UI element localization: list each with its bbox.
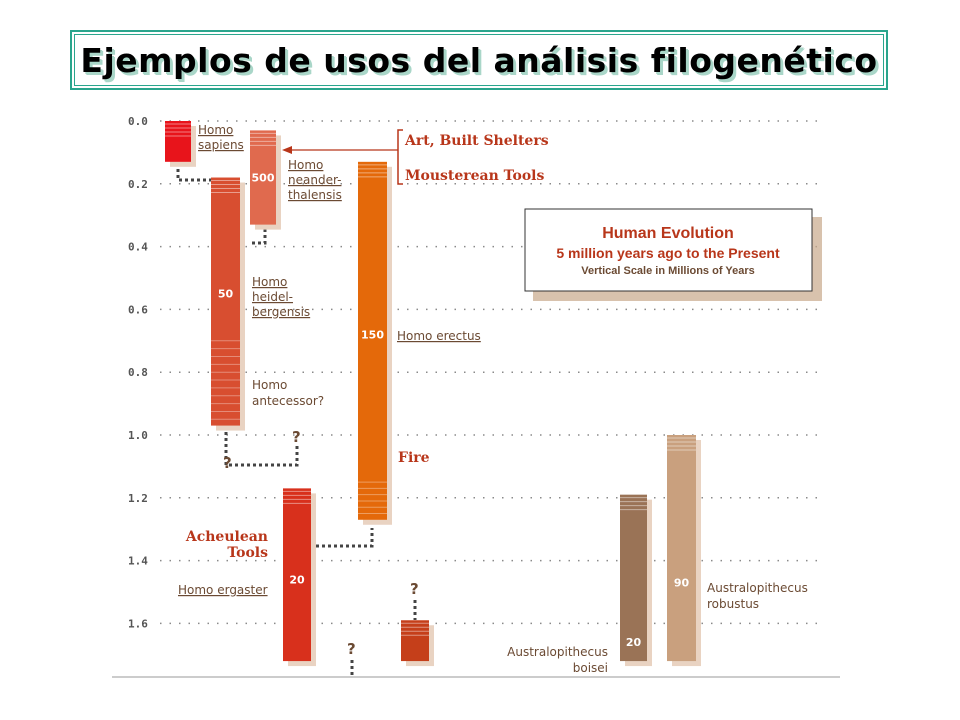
y-tick-label: 0.8 [128,366,148,379]
bar-body [401,620,429,662]
label-antecessor-2: antecessor? [252,394,324,408]
y-tick-label: 0.2 [128,178,148,191]
label-neander-2: neander- [288,173,341,187]
bar-body [165,121,191,162]
species-labels: Homo sapiens Homo neander- thalensis Hom… [178,123,808,675]
y-tick-label: 1.0 [128,429,148,442]
label-heidel-2: heidel- [252,290,293,304]
bar-body [250,130,276,225]
label-erectus: Homo erectus [397,329,481,343]
bar-count-label: 20 [289,573,305,586]
bar-count-label: 500 [252,172,275,185]
lineage-connector [176,163,211,182]
species-bars: 500 50 150 20 20 90 [165,121,701,667]
event-fire: Fire [398,450,430,466]
question-mark: ? [292,428,301,446]
bar-body [358,161,387,520]
y-tick-label: 1.4 [128,555,148,568]
y-tick-label: 0.0 [128,115,148,128]
lineage-connectors [176,163,417,677]
question-mark: ? [410,580,419,598]
question-mark: ? [223,454,232,472]
bar-body [667,435,696,662]
bar-body [283,488,311,662]
label-sapiens-2: sapiens [198,138,244,152]
species-bar: 20 [620,494,652,667]
species-bar [165,121,196,167]
unknown-marks: ? ? ? ? [223,428,419,658]
label-heidel-3: bergensis [252,305,310,319]
label-heidel-1: Homo [252,275,287,289]
species-bar: 150 [358,161,392,525]
y-tick-label: 0.6 [128,303,148,316]
art-bracket [397,129,403,185]
bar-body [620,494,647,662]
legend-subtitle: 5 million years ago to the Present [556,245,780,261]
page-title: Ejemplos de usos del análisis filogenéti… [80,40,878,80]
legend-box: Human Evolution 5 million years ago to t… [524,208,822,301]
event-art: Art, Built Shelters [404,133,549,149]
label-boisei-2: boisei [573,661,608,675]
event-acheulean-2: Tools [227,545,268,561]
lineage-connector [224,432,299,467]
species-bar: 90 [667,435,701,667]
bar-count-label: 90 [674,577,690,590]
question-mark: ? [347,640,356,658]
art-arrow-head [282,146,292,154]
species-bar: 20 [283,488,316,667]
bar-count-label: 20 [626,636,642,649]
label-neander-1: Homo [288,158,323,172]
bar-count-label: 50 [218,288,234,301]
y-tick-label: 0.4 [128,241,148,254]
label-sapiens-1: Homo [198,123,233,137]
y-axis-ticks: 0.0 0.2 0.4 0.6 0.8 1.0 1.2 1.4 1.6 [128,115,148,630]
event-acheulean-1: Acheulean [185,529,268,545]
species-bar: 500 [250,130,281,230]
label-ergaster: Homo ergaster [178,583,268,597]
label-robustus-2: robustus [707,597,759,611]
legend-title: Human Evolution [602,225,734,242]
y-tick-label: 1.6 [128,617,148,630]
species-bar [401,620,434,667]
label-robustus-1: Australopithecus [707,581,808,595]
events: Art, Built Shelters Mousterean Tools Fir… [185,129,549,561]
lineage-connector [252,228,267,245]
bar-body [211,177,240,426]
legend-note: Vertical Scale in Millions of Years [581,265,754,277]
lineage-connector [316,528,374,548]
bar-count-label: 150 [361,329,384,342]
label-neander-3: thalensis [288,188,342,202]
event-mousterean: Mousterean Tools [405,168,544,184]
species-bar: 50 [211,177,245,431]
label-antecessor-1: Homo [252,378,287,392]
title-box: Ejemplos de usos del análisis filogenéti… [70,30,888,90]
label-boisei-1: Australopithecus [507,645,608,659]
y-tick-label: 1.2 [128,492,148,505]
